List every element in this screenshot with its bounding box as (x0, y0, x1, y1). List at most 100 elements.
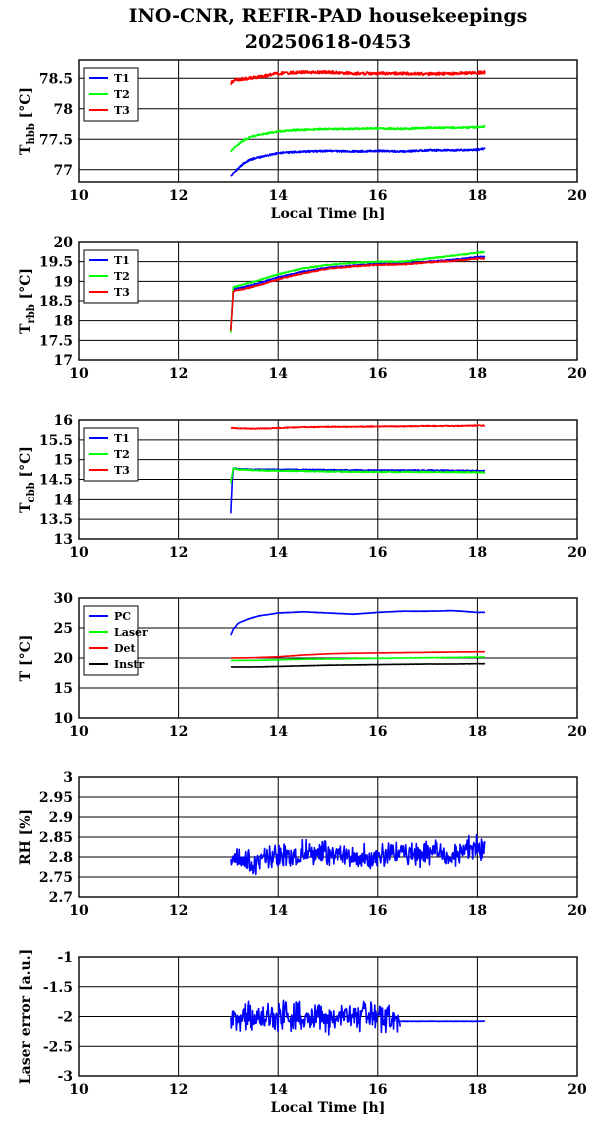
x-tick-label: 18 (468, 188, 487, 204)
y-axis-label-unit: [°C] (18, 268, 34, 304)
x-tick-label: 12 (169, 903, 188, 919)
y-tick-label: 18.5 (39, 294, 73, 310)
y-tick-label: 19 (54, 274, 73, 290)
plot-frame (78, 597, 578, 719)
x-tick-label: 20 (567, 724, 587, 740)
y-tick-label: 14.5 (39, 473, 73, 489)
y-tick-label: 15 (54, 681, 73, 697)
x-tick-label: 10 (69, 1082, 89, 1098)
x-tick-label: 14 (268, 724, 288, 740)
legend-label: T1 (114, 254, 130, 267)
chart-panel-2: 17 17.5 18 18.5 19 19.5 20 10 12 14 16 18 20 T1 T2 T3 Tr… (18, 235, 587, 382)
y-tick-label: 30 (54, 591, 74, 607)
series-line-t2 (230, 124, 486, 153)
x-axis-label: Local Time [h] (271, 1100, 386, 1116)
y-tick-label: 77.5 (39, 132, 73, 148)
y-tick-label: 2.95 (39, 790, 73, 806)
y-tick-label: 17 (54, 353, 73, 369)
legend-label: T3 (114, 464, 130, 477)
plot-frame (78, 59, 578, 183)
x-tick-label: 18 (468, 366, 487, 382)
y-axis-label-main: T (18, 323, 34, 334)
legend-label: T2 (114, 448, 130, 461)
y-tick-label: 13.5 (39, 512, 73, 528)
chart-panel-6: -3 -2.5 -2 -1.5 -1 10 12 14 16 18 20 Laser error [a… (18, 949, 587, 1116)
series-line-laser (230, 656, 486, 662)
y-axis-label-subscript: cbb (26, 482, 37, 502)
y-axis-label-main: T (18, 502, 34, 513)
y-axis-label: T [°C] (18, 635, 34, 682)
y-axis-label-main: T (18, 670, 34, 681)
x-tick-label: 12 (169, 1082, 188, 1098)
y-axis-label-main: RH [%] (18, 809, 34, 865)
series-line-t1 (230, 467, 486, 514)
legend-label: Instr (114, 658, 144, 671)
x-tick-label: 12 (169, 724, 188, 740)
y-tick-label: 2.85 (39, 830, 73, 846)
y-axis-label: RH [%] (18, 809, 34, 865)
series-line-pc (230, 609, 486, 636)
legend-label: T2 (114, 270, 130, 283)
y-tick-label: 77 (54, 163, 73, 179)
plot-frame (78, 956, 578, 1077)
x-tick-label: 18 (468, 724, 487, 740)
y-tick-label: -1.5 (43, 980, 73, 996)
y-tick-label: 2.7 (49, 890, 73, 906)
plot-frame (78, 241, 578, 361)
y-tick-label: 2.9 (49, 810, 73, 826)
chart-panel-5: 2.7 2.75 2.8 2.85 2.9 2.95 3 10 12 14 16 18 20 RH [%] (18, 770, 587, 919)
x-tick-label: 20 (567, 903, 587, 919)
y-tick-label: 18 (54, 314, 73, 330)
chart-panel-1: 77 77.5 78 78.5 10 12 14 16 18 20 T1 T2 T3 Thbb [°C] L… (18, 59, 587, 222)
legend: T1 T2 T3 (83, 249, 139, 304)
x-tick-label: 20 (567, 188, 587, 204)
y-tick-label: 16 (54, 413, 73, 429)
figure-title-line1: INO-CNR, REFIR-PAD housekeepings (129, 5, 528, 27)
series-line-data (399, 1020, 486, 1023)
series-line-data (230, 833, 486, 876)
plot-frame (78, 419, 578, 540)
legend-label: T2 (114, 88, 130, 101)
y-tick-label: 17.5 (39, 333, 73, 349)
plot-frame (78, 776, 578, 898)
y-tick-label: 10 (54, 711, 74, 727)
x-tick-label: 16 (368, 1082, 387, 1098)
x-tick-label: 14 (268, 366, 288, 382)
series-line-data (230, 999, 401, 1036)
series-line-t1 (230, 147, 486, 177)
legend-label: T1 (114, 72, 130, 85)
y-axis-label-subscript: hbb (26, 123, 37, 144)
x-tick-label: 16 (368, 724, 387, 740)
x-tick-label: 10 (69, 366, 89, 382)
figure-title-line2: 20250618-0453 (245, 31, 412, 53)
series-line-t3 (230, 69, 486, 85)
legend-label: T3 (114, 286, 130, 299)
x-tick-label: 14 (268, 188, 288, 204)
y-tick-label: -3 (57, 1069, 73, 1085)
legend: PC Laser Det Instr (83, 605, 148, 676)
series-line-t3 (230, 424, 486, 430)
y-tick-label: -1 (57, 950, 73, 966)
x-tick-label: 18 (468, 903, 487, 919)
y-axis-label: Laser error [a.u.] (18, 949, 34, 1084)
x-tick-label: 14 (268, 903, 288, 919)
y-tick-label: 25 (54, 621, 73, 637)
x-tick-label: 16 (368, 366, 387, 382)
y-tick-label: 15.5 (39, 433, 73, 449)
x-tick-label: 16 (368, 903, 387, 919)
y-tick-label: 13 (54, 532, 73, 548)
series-line-t3 (230, 257, 486, 331)
y-tick-label: 14 (54, 492, 74, 508)
legend-label: PC (114, 610, 131, 623)
y-tick-label: 78 (54, 102, 73, 118)
x-tick-label: 10 (69, 903, 89, 919)
series-line-det (230, 650, 486, 659)
x-tick-label: 20 (567, 366, 587, 382)
legend: T1 T2 T3 (83, 427, 139, 482)
y-axis-label-main: Laser error [a.u.] (18, 949, 34, 1084)
x-tick-label: 10 (69, 724, 89, 740)
x-tick-label: 12 (169, 366, 188, 382)
x-tick-label: 14 (268, 1082, 288, 1098)
